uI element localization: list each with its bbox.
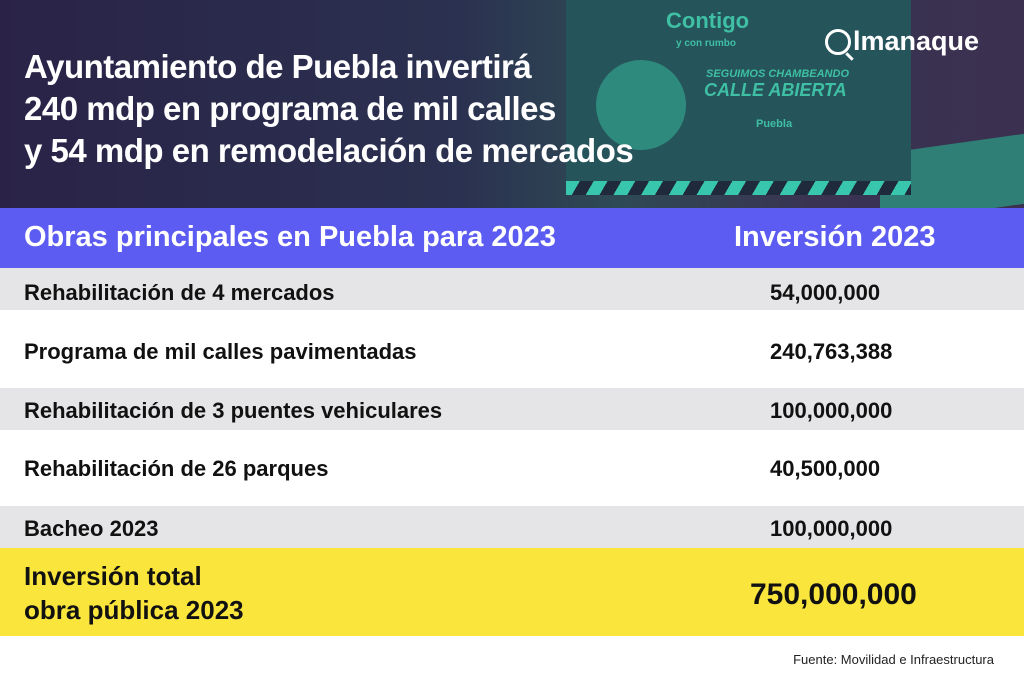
column-header-inversion: Inversión 2023	[734, 221, 936, 253]
inversion-cell: 40,500,000	[770, 456, 881, 481]
sign-text: CALLE ABIERTA	[704, 80, 847, 100]
sign-text: y con rumbo	[676, 38, 737, 49]
obra-cell: Rehabilitación de 3 puentes vehiculares	[24, 398, 443, 423]
hero-photo: Contigo y con rumbo SEGUIMOS CHAMBEANDO …	[0, 0, 1024, 208]
inversion-cell: 100,000,000	[770, 516, 893, 541]
obra-cell: Rehabilitación de 26 parques	[24, 456, 329, 481]
table-row: Rehabilitación de 4 mercados 54,000,000	[0, 268, 1024, 310]
total-label-line: Inversión total	[24, 561, 202, 591]
inversion-cell: 100,000,000	[770, 398, 893, 423]
sign-emblem	[596, 60, 686, 150]
source-note: Fuente: Movilidad e Infraestructura	[793, 652, 994, 667]
almanaque-logo: almanaquelmanaque	[825, 26, 979, 57]
sign-stripes	[566, 181, 911, 195]
inversion-cell: 240,763,388	[770, 339, 893, 364]
table-row: Rehabilitación de 3 puentes vehiculares …	[0, 388, 1024, 430]
table-header: Obras principales en Puebla para 2023 In…	[0, 208, 1024, 268]
total-value: 750,000,000	[750, 578, 917, 611]
sign-text: SEGUIMOS CHAMBEANDO	[706, 68, 850, 80]
headline: Ayuntamiento de Puebla invertirá 240 mdp…	[24, 46, 634, 172]
headline-line: Ayuntamiento de Puebla invertirá	[24, 48, 532, 85]
table-row: Rehabilitación de 26 parques 40,500,000	[0, 430, 1024, 506]
column-header-obras: Obras principales en Puebla para 2023	[24, 221, 556, 253]
headline-line: y 54 mdp en remodelación de mercados	[24, 132, 634, 169]
table-row: Bacheo 2023 100,000,000	[0, 506, 1024, 548]
headline-line: 240 mdp en programa de mil calles	[24, 90, 556, 127]
total-label: Inversión total obra pública 2023	[24, 559, 244, 627]
sign-text: Puebla	[756, 118, 793, 130]
inversion-cell: 54,000,000	[770, 280, 881, 305]
magnifier-at-icon	[825, 28, 851, 55]
obra-cell: Programa de mil calles pavimentadas	[24, 339, 417, 364]
total-label-line: obra pública 2023	[24, 595, 244, 625]
obra-cell: Bacheo 2023	[24, 516, 159, 541]
sign-text: Contigo	[666, 8, 750, 33]
obra-cell: Rehabilitación de 4 mercados	[24, 280, 335, 305]
table-row: Programa de mil calles pavimentadas 240,…	[0, 310, 1024, 388]
street-sign: Contigo y con rumbo SEGUIMOS CHAMBEANDO …	[566, 0, 911, 195]
total-row: Inversión total obra pública 2023 750,00…	[0, 548, 1024, 636]
logo-text-visible: lmanaque	[853, 26, 980, 56]
